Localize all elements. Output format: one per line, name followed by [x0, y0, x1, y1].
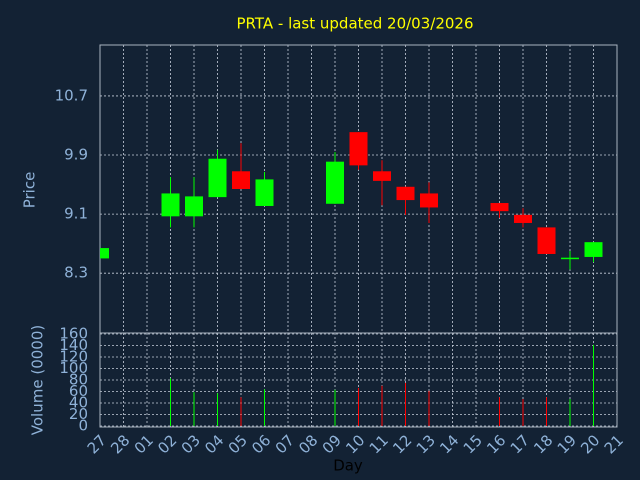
x-tick-label: 07: [272, 431, 298, 457]
candle-body: [161, 193, 180, 217]
candle-body: [326, 161, 344, 204]
x-tick-label: 14: [436, 431, 462, 457]
x-tick-label: 18: [530, 431, 556, 457]
x-tick-label: 05: [225, 431, 251, 457]
candle-body: [396, 186, 415, 201]
y2-tick-label: 120: [59, 348, 88, 366]
y-tick-label: 9.1: [64, 205, 88, 223]
x-axis-label: Day: [333, 457, 363, 475]
candle-body: [373, 171, 391, 181]
y2-tick-label: 160: [59, 325, 88, 343]
y2-tick-label: 20: [69, 405, 88, 423]
x-tick-label: 12: [389, 431, 415, 457]
y-tick-label: 10.7: [55, 86, 88, 104]
plot-area: [100, 132, 603, 426]
x-tick-label: 13: [413, 431, 439, 457]
x-tick-label: 20: [577, 431, 603, 457]
x-tick-label: 17: [507, 431, 533, 457]
x-tick-label: 16: [483, 431, 509, 457]
y2-tick-label: 140: [59, 336, 88, 354]
x-tick-label: 15: [460, 431, 486, 457]
x-tick-label: 06: [248, 431, 274, 457]
x-tick-label: 21: [601, 431, 627, 457]
x-tick-label: 01: [131, 431, 157, 457]
y2-tick-label: 60: [69, 382, 88, 400]
candle-body: [561, 257, 579, 260]
candle-body: [349, 132, 368, 166]
candle-body: [208, 158, 227, 198]
y2-tick-label: 100: [59, 359, 88, 377]
candle-body: [100, 248, 109, 259]
x-tick-label: 19: [554, 431, 580, 457]
x-tick-label: 28: [107, 431, 133, 457]
y2-tick-label: 40: [69, 394, 88, 412]
x-tick-label: 08: [295, 431, 321, 457]
x-tick-label: 02: [154, 431, 180, 457]
candle-body: [584, 242, 603, 257]
candle-body: [490, 203, 509, 212]
candle-body: [514, 214, 532, 223]
x-tick-label: 11: [366, 431, 392, 457]
volume-frame: [99, 332, 618, 428]
candle-body: [537, 227, 556, 254]
y-axis-label: Price: [21, 172, 39, 209]
y2-axis-label: Volume (0000): [29, 325, 47, 435]
candle-body: [185, 196, 203, 217]
chart-title: PRTA - last updated 20/03/2026: [236, 15, 473, 33]
x-tick-label: 27: [84, 431, 110, 457]
x-tick-label: 10: [342, 431, 368, 457]
candle-body: [232, 171, 250, 189]
y-tick-label: 8.3: [64, 264, 88, 282]
x-tick-label: 09: [319, 431, 345, 457]
x-tick-label: 04: [201, 431, 227, 457]
x-tick-label: 03: [178, 431, 204, 457]
y2-tick-label: 0: [78, 417, 88, 435]
candle-body: [255, 179, 274, 206]
y2-tick-label: 80: [69, 371, 88, 389]
y-tick-label: 9.9: [64, 146, 88, 164]
candle-body: [420, 193, 438, 208]
